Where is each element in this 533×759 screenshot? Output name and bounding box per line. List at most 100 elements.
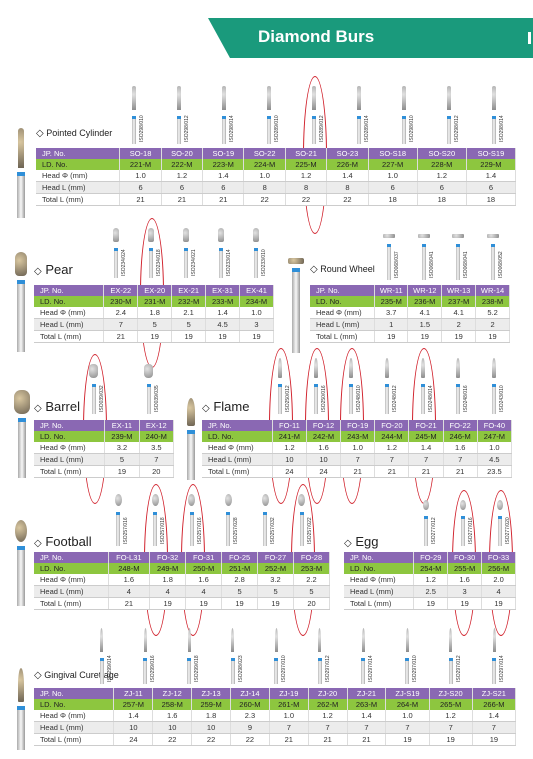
bur-head (143, 628, 147, 652)
cell-total-length: 20 (293, 597, 330, 610)
row-jp-no: JP. No. WR-11 WR-12 WR-13 WR-14 (310, 285, 510, 296)
cell-jp-no: ZJ-21 (347, 688, 387, 699)
cell-ld-no: 236-M (407, 296, 443, 307)
cell-head-length: 10 (306, 453, 342, 466)
bur-head (492, 358, 497, 378)
cell-head-diameter: 1.0 (385, 710, 430, 722)
cell-total-length: 19 (413, 597, 449, 610)
diamond-bullet-icon: ◇ (202, 403, 210, 414)
cell-head-length: 5 (257, 585, 294, 598)
cell-jp-no: ZJ-S19 (385, 688, 430, 699)
row-total-length: Total L (mm) 24 22 22 22 21 21 21 19 19 19 (34, 733, 517, 746)
cell-head-length: 7 (374, 453, 410, 466)
row-label: Head Φ (mm) (202, 442, 273, 454)
cell-ld-no: 259-M (191, 699, 232, 710)
bur-head (221, 86, 226, 110)
cell-jp-no: FO-25 (221, 552, 259, 563)
cell-head-length: 3 (239, 318, 274, 331)
iso-code-label: ISO243/010 (499, 385, 506, 412)
cell-jp-no: ZJ-20 (308, 688, 348, 699)
bur-illustration (384, 352, 390, 414)
cell-head-diameter: 1.4 (466, 170, 517, 182)
bur-head (187, 628, 191, 652)
iso-code-label: ISO297/014 (368, 655, 375, 682)
row-label: Head L (mm) (34, 318, 105, 331)
cell-head-length: 9 (230, 721, 270, 734)
cell-ld-no: 237-M (441, 296, 477, 307)
cell-total-length: 19 (171, 330, 207, 343)
cell-ld-no: 255-M (447, 563, 483, 574)
cell-head-diameter: 1.2 (417, 170, 467, 182)
row-label: JP. No. (310, 285, 376, 296)
row-label: Total L (mm) (34, 330, 105, 343)
cell-ld-no: 257-M (113, 699, 154, 710)
bur-head (112, 228, 119, 242)
cell-total-length: 18 (368, 193, 418, 206)
bur-head (266, 86, 271, 110)
cell-ld-no: 226-M (326, 159, 369, 170)
bur-shank (387, 247, 392, 280)
iso-code-label: ISO298/012 (183, 115, 190, 142)
diamond-bullet-icon: ◇ (34, 403, 42, 414)
bur-shank (183, 251, 188, 278)
cell-head-length: 7 (340, 453, 376, 466)
cell-jp-no: FO-20 (374, 420, 410, 431)
cell-ld-no: 263-M (347, 699, 387, 710)
bur-illustration (452, 228, 465, 280)
row-label: JP. No. (34, 420, 106, 431)
bur-color-band (221, 116, 226, 119)
cell-jp-no: SO-S20 (417, 148, 467, 159)
cell-jp-no: EX-22 (103, 285, 139, 296)
cell-ld-no: 251-M (221, 563, 259, 574)
diamond-bullet-icon: ◇ (36, 128, 44, 139)
cell-head-diameter: 2.8 (221, 574, 259, 586)
cell-head-length: 4.5 (205, 318, 241, 331)
cell-head-diameter: 1.2 (374, 442, 410, 454)
cell-ld-no: 262-M (308, 699, 348, 710)
cell-ld-no: 243-M (340, 431, 376, 442)
row-label: Total L (mm) (34, 733, 115, 746)
cell-head-diameter: 1.0 (239, 307, 274, 319)
cell-total-length: 19 (481, 597, 516, 610)
cell-total-length: 20 (139, 465, 175, 478)
bur-illustration (142, 622, 148, 684)
cell-head-diameter: 1.4 (202, 170, 245, 182)
cell-jp-no: FO-11 (272, 420, 307, 431)
row-label: JP. No. (34, 688, 115, 699)
cell-total-length: 21 (108, 597, 151, 610)
bur-illustration (423, 494, 430, 546)
cell-total-length: 21 (374, 465, 410, 478)
cell-jp-no: ZJ-13 (191, 688, 232, 699)
bur-color-band (131, 116, 136, 119)
iso-code-label: ISO298/014 (228, 115, 235, 142)
bur-shank (492, 387, 497, 414)
bur-head (356, 86, 361, 110)
bur-head (176, 86, 181, 110)
cell-head-length: 7 (269, 721, 309, 734)
row-jp-no: JP. No. FO-29 FO-30 FO-33 (344, 552, 516, 563)
bur-illustration (182, 222, 189, 278)
cell-ld-no: 231-M (137, 296, 173, 307)
bur-illustration (176, 80, 182, 144)
cell-jp-no: FO-32 (149, 552, 187, 563)
bur-shank (176, 119, 181, 144)
cell-head-diameter: 1.8 (149, 574, 187, 586)
cell-jp-no: ZJ-19 (269, 688, 309, 699)
cell-total-length: 19 (385, 733, 430, 746)
cell-ld-no: 247-M (477, 431, 513, 442)
cell-jp-no: FO-27 (257, 552, 294, 563)
cell-ld-no: 245-M (408, 431, 444, 442)
bur-head (491, 86, 496, 110)
cell-jp-no: EX-11 (104, 420, 140, 431)
cell-head-diameter: 3.2 (257, 574, 294, 586)
bur-color-band (448, 658, 453, 661)
bur-illustration (252, 222, 259, 278)
bur-shank (113, 251, 118, 278)
row-head-length: Head L (mm) 10 10 7 7 7 7 4.5 (202, 453, 513, 466)
page-title: Diamond Burs (258, 27, 375, 46)
cell-ld-no: 222-M (161, 159, 204, 170)
row-label: Head L (mm) (36, 181, 121, 194)
bur-shank (490, 247, 495, 280)
bur-illustration (486, 228, 499, 280)
bur-color-band (99, 658, 104, 661)
